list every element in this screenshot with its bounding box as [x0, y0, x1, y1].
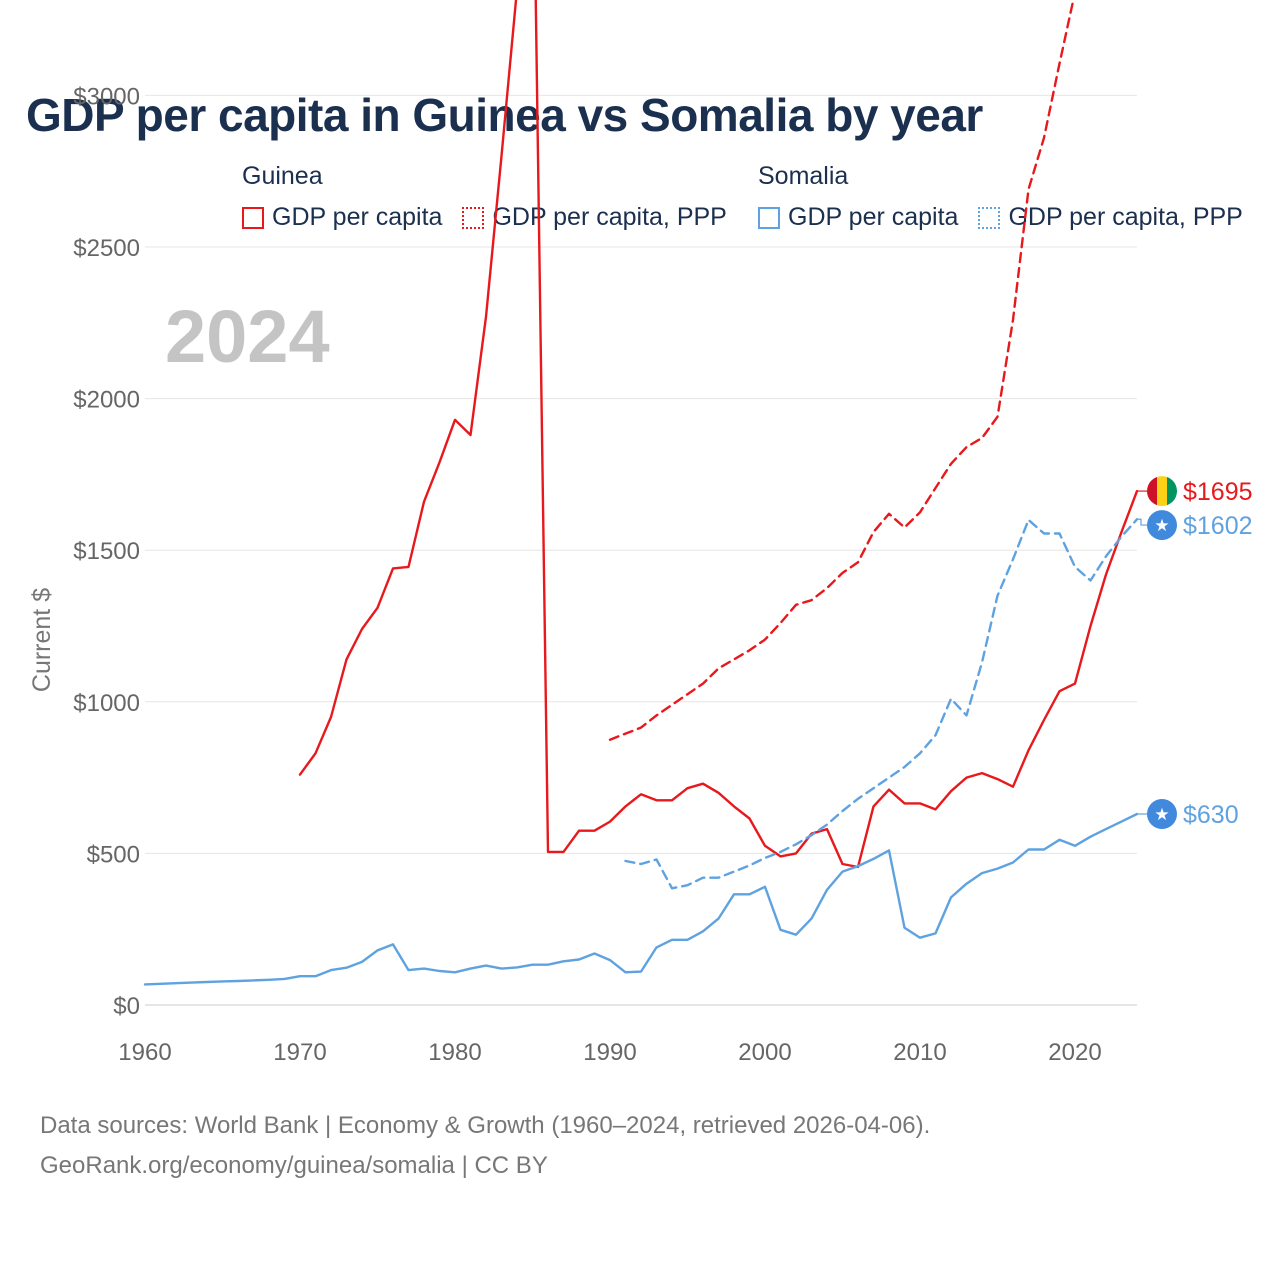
svg-text:★: ★ — [1154, 805, 1169, 825]
end-value-label: $630 — [1183, 801, 1239, 829]
somalia-flag-icon: ★ — [1147, 510, 1177, 541]
end-labels: $4565$1695★$1602★$630 — [1137, 476, 1253, 829]
x-axis-ticks: 1960 1970 1980 1990 2000 2010 2020 — [118, 1039, 1101, 1066]
legend-item-somalia-gdp-ppp[interactable]: GDP per capita, PPP — [978, 203, 1243, 232]
legend-item-guinea-gdp[interactable]: GDP per capita — [242, 203, 442, 232]
end-value-label: $1602 — [1183, 512, 1253, 540]
x-tick-label: 1990 — [583, 1039, 636, 1066]
y-tick-label: $500 — [87, 841, 140, 868]
legend-item-label: GDP per capita, PPP — [492, 203, 727, 231]
legend-item-somalia-gdp[interactable]: GDP per capita — [758, 203, 958, 232]
end-value-label: $1695 — [1183, 478, 1253, 506]
legend-swatch-solid — [242, 206, 264, 229]
legend-item-label: GDP per capita — [272, 203, 443, 231]
legend-swatch-solid — [758, 206, 780, 229]
series-line-2 — [143, 812, 1139, 986]
x-tick-label: 2010 — [893, 1039, 946, 1066]
legend-item-guinea-gdp-ppp[interactable]: GDP per capita, PPP — [462, 203, 727, 232]
legend-item-label: GDP per capita, PPP — [1008, 203, 1243, 231]
y-axis-ticks: $0$500$1000$1500$2000$2500$3000$3500$400… — [73, 83, 140, 1020]
legend-group-name: Somalia — [758, 162, 849, 190]
y-tick-label: $2500 — [73, 235, 140, 262]
source-line-1: Data sources: World Bank | Economy & Gro… — [40, 1112, 931, 1139]
source-line-2[interactable]: GeoRank.org/economy/guinea/somalia | CC … — [40, 1152, 548, 1179]
legend-group-guinea: Guinea GDP per capita GDP per capita, PP… — [242, 162, 747, 232]
somalia-flag-icon: ★ — [1147, 798, 1177, 829]
x-tick-label: 1960 — [118, 1039, 171, 1066]
series-line-1 — [608, 0, 1075, 741]
svg-text:★: ★ — [1154, 516, 1169, 536]
x-tick-label: 1980 — [428, 1039, 481, 1066]
legend-item-label: GDP per capita — [788, 203, 959, 231]
x-tick-label: 2000 — [738, 1039, 791, 1066]
series-lines — [143, 0, 1139, 986]
legend-swatch-dotted — [462, 206, 485, 229]
y-tick-label: $1500 — [73, 538, 140, 565]
year-label: 2024 — [165, 295, 330, 378]
legend-group-name: Guinea — [242, 162, 323, 190]
x-tick-label: 2020 — [1048, 1039, 1101, 1066]
y-tick-label: $0 — [113, 993, 140, 1020]
series-line-3 — [624, 518, 1139, 890]
y-axis-label: Current $ — [28, 588, 56, 692]
legend-swatch-dotted — [978, 206, 1001, 229]
x-tick-label: 1970 — [273, 1039, 326, 1066]
y-tick-label: $1000 — [73, 690, 140, 717]
series-line-0 — [298, 0, 1139, 869]
guinea-flag-icon — [1147, 476, 1177, 507]
end-connector — [1137, 518, 1147, 526]
source-note: Data sources: World Bank | Economy & Gro… — [40, 1106, 930, 1186]
y-tick-label: $3000 — [73, 83, 140, 110]
grid-lines — [145, 94, 1137, 1006]
legend-group-somalia: Somalia GDP per capita GDP per capita, P… — [758, 162, 1243, 232]
y-tick-label: $2000 — [73, 387, 140, 414]
